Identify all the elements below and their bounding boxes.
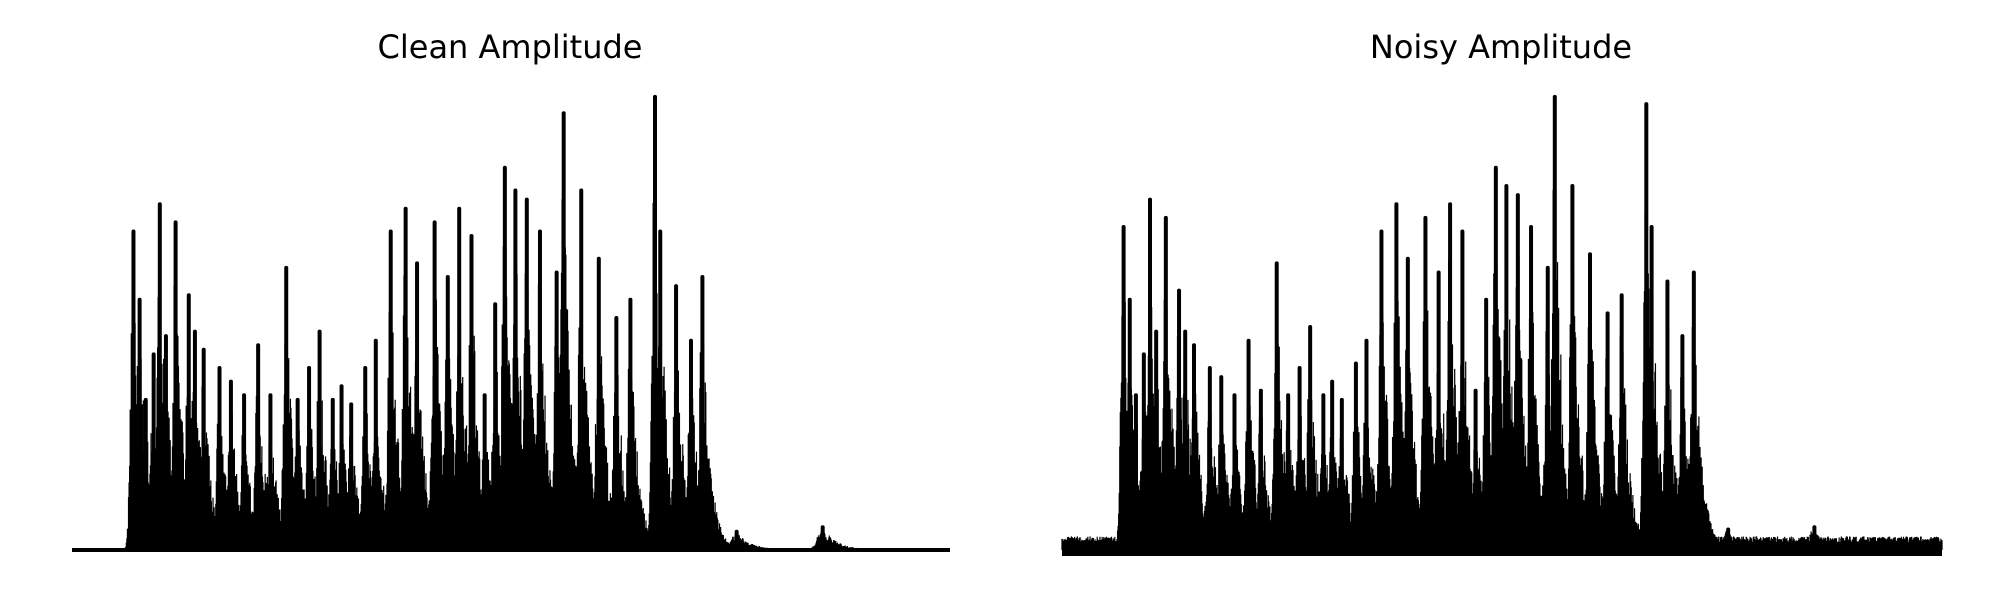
chart-title-noisy: Noisy Amplitude	[1370, 28, 1632, 66]
noisy-amplitude-plot-area	[1061, 94, 1943, 556]
clean-amplitude-panel: Clean Amplitude	[72, 28, 950, 552]
chart-title-clean: Clean Amplitude	[378, 28, 643, 66]
noisy-amplitude-panel: Noisy Amplitude	[1061, 28, 1943, 556]
clean-amplitude-plot-area	[72, 94, 950, 552]
